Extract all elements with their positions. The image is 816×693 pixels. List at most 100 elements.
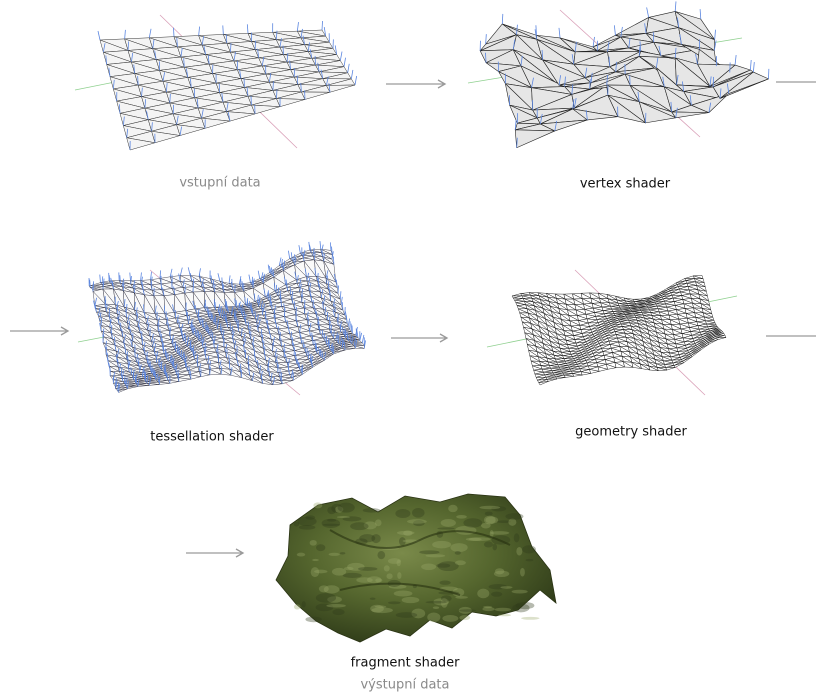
normal	[151, 282, 152, 290]
texture-spot	[350, 522, 368, 530]
texture-spot	[455, 551, 461, 555]
normal	[273, 81, 274, 90]
normal	[258, 271, 260, 279]
normal	[123, 283, 124, 291]
texture-spot	[370, 598, 376, 600]
normal	[559, 28, 560, 38]
texture-spot	[495, 568, 504, 574]
normal	[715, 30, 716, 40]
texture-spot	[322, 519, 341, 528]
stage-label: fragment shader	[351, 656, 460, 671]
texture-spot	[484, 516, 496, 525]
texture-spot	[396, 612, 418, 618]
normal	[750, 60, 751, 70]
normal	[288, 251, 289, 259]
normal	[276, 90, 277, 99]
normal	[299, 245, 300, 253]
texture-spot	[441, 519, 456, 527]
texture-spot	[326, 604, 346, 607]
normal	[160, 270, 161, 278]
texture-spot	[310, 540, 317, 546]
texture-spot	[516, 602, 535, 609]
texture-spot	[419, 550, 439, 554]
normal	[120, 275, 121, 283]
page: {"stages": [ {"label": "vstupní data"}, …	[0, 0, 816, 693]
normal	[138, 76, 139, 85]
normal	[502, 14, 503, 24]
texture-spot	[521, 617, 539, 620]
texture-spot	[484, 541, 493, 547]
normal	[297, 22, 298, 31]
normal	[263, 340, 264, 348]
texture-spot	[387, 573, 393, 579]
texture-spot	[455, 596, 468, 599]
arrow	[186, 549, 243, 557]
normal	[362, 335, 364, 343]
texture-spot	[316, 544, 325, 551]
texture-spot	[520, 568, 525, 577]
texture-spot	[332, 609, 344, 615]
normal	[320, 241, 321, 249]
texture-spot	[490, 531, 509, 535]
texture-spot	[459, 609, 476, 612]
normal	[149, 29, 151, 38]
mesh-face	[137, 385, 149, 387]
texture-spot	[358, 567, 378, 571]
texture-spot	[412, 508, 424, 518]
texture-spot	[384, 565, 390, 571]
normal	[105, 300, 106, 308]
texture-spot	[526, 559, 534, 562]
texture-spot	[343, 573, 362, 578]
texture-spot	[319, 585, 329, 592]
mesh-face	[666, 367, 676, 370]
texture-spot	[305, 515, 315, 519]
texture-spot	[294, 604, 301, 609]
normal	[351, 70, 353, 79]
texture-spot	[492, 544, 497, 551]
normal	[268, 265, 269, 273]
arrow	[391, 334, 447, 342]
normal	[335, 304, 336, 312]
texture-spot	[456, 515, 467, 519]
texture-spot	[491, 592, 502, 597]
texture-spot	[421, 564, 436, 571]
texture-spot	[311, 567, 320, 577]
tessellation-mesh	[78, 241, 366, 395]
normal	[700, 9, 701, 19]
texture-spot	[522, 545, 536, 553]
texture-spot	[427, 613, 440, 623]
normal	[188, 267, 190, 275]
texture-spot	[367, 576, 381, 583]
normal	[125, 30, 126, 39]
normal	[699, 39, 700, 49]
texture-spot	[432, 541, 451, 549]
normal	[356, 328, 357, 336]
texture-spot	[437, 527, 454, 529]
mesh-face	[615, 17, 648, 35]
output-label: výstupní data	[360, 678, 449, 693]
normal	[340, 52, 342, 61]
normal	[614, 25, 615, 35]
texture-spot	[483, 606, 492, 608]
normal	[130, 273, 131, 281]
mesh-face	[251, 105, 280, 114]
texture-spot	[448, 505, 457, 512]
texture-spot	[299, 525, 316, 529]
texture-spot	[426, 554, 446, 557]
texture-spot	[338, 503, 355, 513]
arrow	[776, 78, 816, 82]
mesh-face	[276, 99, 305, 107]
normal	[180, 268, 182, 276]
normal	[348, 319, 349, 327]
texture-spot	[512, 590, 528, 594]
normal	[348, 64, 350, 73]
normal	[753, 62, 754, 72]
normal	[127, 352, 128, 360]
normal	[221, 366, 222, 374]
terrain	[276, 494, 556, 642]
normal	[141, 272, 142, 280]
texture-spot	[397, 572, 401, 579]
normal	[247, 24, 248, 33]
mesh-face	[556, 377, 566, 379]
normal	[647, 7, 649, 17]
